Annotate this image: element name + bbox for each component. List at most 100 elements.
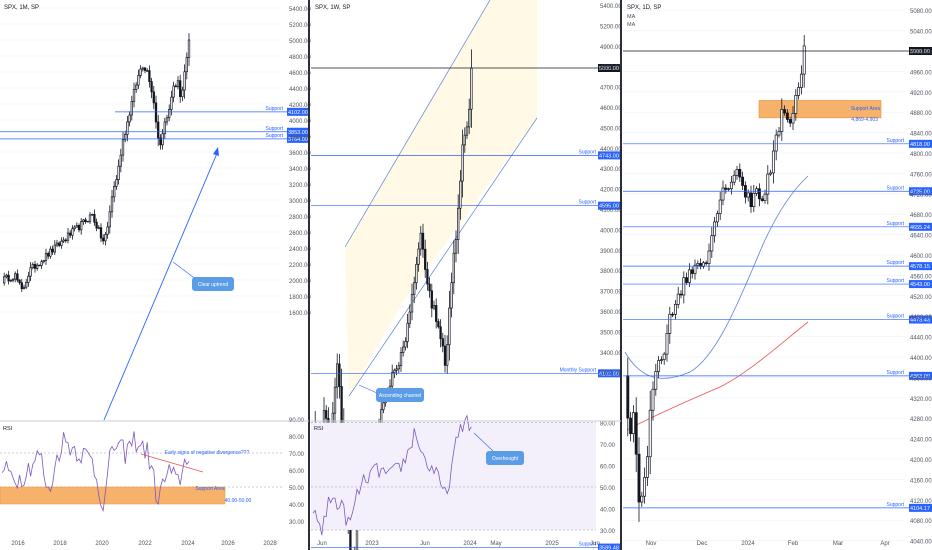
candle-body — [84, 219, 87, 222]
level-label: Support — [886, 278, 904, 284]
candle-body — [735, 169, 739, 176]
candle-body — [690, 269, 694, 274]
candle-body — [421, 232, 425, 250]
candle-body — [51, 248, 54, 253]
channel-lower — [348, 117, 538, 397]
candle-body — [44, 253, 48, 261]
candle-body — [432, 305, 436, 309]
candle-body — [58, 242, 61, 246]
channel-fill — [345, 0, 537, 396]
y-tick-label: 4040.00 — [910, 540, 932, 546]
candle-body — [637, 453, 641, 503]
y-tick-label: 2000.00 — [289, 279, 311, 285]
y-tick-label: 3400.00 — [289, 167, 311, 173]
level-value: 3853.00 — [288, 130, 308, 136]
uptrend-annotation-box — [192, 277, 234, 291]
candle-body — [665, 333, 669, 355]
rsi-y-tick-label: 30.00 — [600, 529, 616, 535]
candle-body — [673, 304, 677, 315]
y-tick-label: 1600.00 — [289, 311, 311, 317]
y-tick-label: 5000.00 — [910, 50, 932, 56]
candle-body — [428, 283, 431, 292]
candle-body — [640, 495, 644, 503]
x-tick-label: Feb — [788, 541, 799, 547]
x-tick-label: Jun — [420, 541, 430, 547]
candle-body — [760, 198, 764, 201]
y-tick-label: 3400.00 — [600, 351, 622, 357]
candle-body — [399, 352, 403, 367]
level-label: Support — [886, 221, 904, 227]
candle-body — [33, 264, 37, 269]
candle-body — [93, 213, 96, 223]
level-label: Support — [886, 185, 904, 191]
candle-body — [426, 269, 429, 285]
candle-body — [168, 109, 171, 119]
level-label: Support — [886, 260, 904, 266]
level-value-badge — [909, 139, 932, 148]
candle-body — [104, 233, 107, 242]
rsi-y-tick-label: 80.00 — [289, 435, 305, 441]
level-value: 4473.43 — [910, 318, 930, 324]
y-tick-label: 3800.00 — [600, 269, 622, 275]
candle-body — [113, 186, 116, 198]
candle-body — [685, 277, 689, 283]
candle-body — [724, 187, 728, 190]
trend-arrowhead — [213, 147, 219, 156]
candle-body — [788, 119, 792, 124]
candle-body — [729, 181, 733, 190]
y-tick-label: 4640.00 — [910, 234, 932, 240]
candle-body — [430, 290, 433, 309]
y-tick-label: 4200.00 — [910, 458, 932, 464]
y-tick-label: 4680.00 — [910, 213, 932, 219]
level-label: Support — [265, 126, 283, 132]
candle-body — [454, 239, 458, 254]
candle-body — [325, 410, 328, 419]
y-tick-label: 5400.00 — [600, 4, 622, 10]
candle-body — [406, 322, 409, 342]
level-value-badge — [909, 280, 932, 289]
y-tick-label: 4960.00 — [910, 70, 932, 76]
y-tick-label: 3600.00 — [600, 310, 622, 316]
candle-body — [42, 260, 45, 263]
candle-body — [799, 73, 803, 88]
candle-body — [783, 109, 787, 114]
y-tick-label: 3800.00 — [289, 135, 311, 141]
candle-body — [22, 286, 26, 290]
y-tick-label: 4600.00 — [910, 254, 932, 260]
candle-body — [117, 165, 120, 181]
candle-body — [629, 417, 633, 435]
candle-body — [130, 101, 133, 116]
candle-body — [7, 274, 10, 282]
candle-body — [631, 412, 635, 435]
candle-body — [64, 239, 67, 242]
candle-body — [626, 375, 630, 419]
y-tick-label: 3700.00 — [600, 290, 622, 296]
rsi-y-tick-label: 50.00 — [289, 486, 305, 492]
level-value-badge — [909, 47, 932, 55]
candle-body — [634, 412, 638, 455]
candle-body — [53, 244, 56, 253]
y-tick-label: 4920.00 — [910, 91, 932, 97]
y-tick-label: 5000.00 — [289, 39, 311, 45]
y-tick-label: 2600.00 — [289, 231, 311, 237]
candle-body — [769, 172, 773, 175]
panel-title: SPX, 1D, SP — [627, 5, 661, 11]
level-value: 5000.00 — [910, 49, 930, 55]
overbought-annotation: Overbought — [492, 456, 519, 462]
candle-body — [771, 150, 775, 174]
candle-body — [333, 386, 337, 414]
candle-body — [657, 360, 661, 372]
level-value-badge — [909, 222, 932, 231]
y-tick-label: 4360.00 — [910, 376, 932, 382]
candle-body — [448, 307, 451, 346]
candle-body — [757, 188, 761, 200]
candle-body — [468, 108, 471, 128]
level-value-badge — [598, 151, 621, 160]
rsi-y-tick-label: 60.00 — [289, 469, 305, 475]
level-label: Support — [578, 542, 596, 548]
y-tick-label: 4880.00 — [910, 111, 932, 117]
rsi-y-tick-label: 50.00 — [600, 486, 616, 492]
y-tick-label: 4080.00 — [910, 519, 932, 525]
y-tick-label: 4840.00 — [910, 132, 932, 138]
y-tick-label: 4200.00 — [289, 103, 311, 109]
